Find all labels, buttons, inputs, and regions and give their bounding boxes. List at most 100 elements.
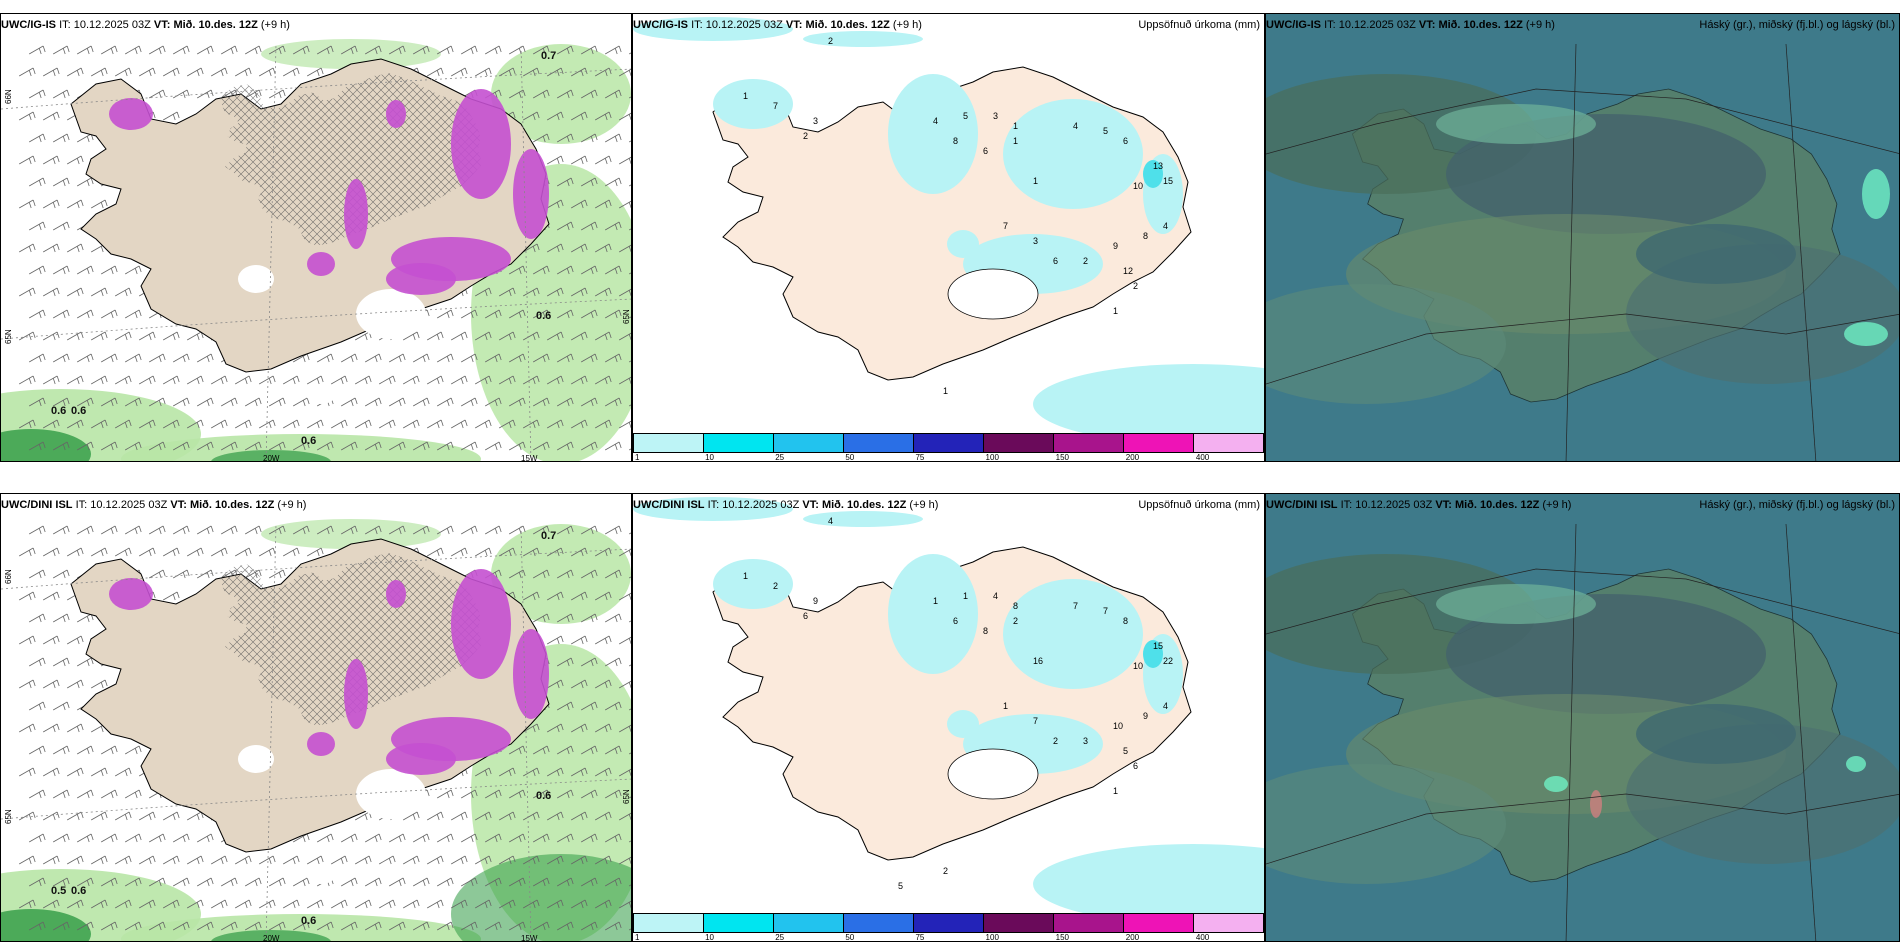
precip-value-label: 6: [983, 146, 988, 156]
colorbar-segment: [1124, 914, 1194, 932]
precip-value-label: 6: [1123, 136, 1128, 146]
wind-value-label: 0.6: [71, 885, 86, 897]
precip-value-label: 1: [1013, 136, 1018, 146]
colorbar-tick-label: 75: [915, 453, 925, 462]
glacier: [306, 864, 336, 884]
panel-title: UWC/IG-IS IT: 10.12.2025 03Z VT: Mið. 10…: [633, 19, 922, 31]
precip-area: [947, 710, 979, 738]
precip-area: [1003, 579, 1143, 689]
precip-value-label: 3: [993, 111, 998, 121]
wind-value-label: 0.7: [541, 50, 556, 62]
precip-area: [713, 559, 793, 609]
colorbar-segment: [774, 434, 844, 452]
colorbar-tick-label: 50: [845, 453, 855, 462]
cloud-layer: [1266, 764, 1506, 884]
precip-value-label: 1: [963, 591, 968, 601]
snow-area: [386, 100, 406, 128]
colorbar-segment: [844, 434, 914, 452]
colorbar-segment: [634, 914, 704, 932]
axis-label: 65N: [4, 809, 13, 824]
precip-area: [1143, 640, 1163, 668]
graticule: [1266, 43, 1899, 461]
wind-area: [491, 524, 631, 624]
precip-value-label: 4: [828, 516, 833, 526]
cloud-layer: [1266, 284, 1506, 404]
snow-area: [307, 732, 335, 756]
colorbar-tick-label: 200: [1125, 933, 1140, 942]
colorbar-segment: [984, 914, 1054, 932]
cloud-layer: [1590, 790, 1602, 818]
colorbar-segment: [1124, 434, 1194, 452]
colorbar-tick-label: 1: [635, 933, 640, 942]
precip-value-label: 6: [1053, 256, 1058, 266]
precip-value-label: 1: [1013, 121, 1018, 131]
colorbar-tick-label: 100: [985, 453, 999, 462]
precip-value-label: 9: [1143, 711, 1148, 721]
axis-label: 66N: [4, 89, 13, 104]
precip-value-label: 5: [963, 111, 968, 121]
precip-value-label: 9: [1113, 241, 1118, 251]
precip-area: [1033, 844, 1264, 924]
precip-value-label: 1: [743, 571, 748, 581]
precip-value-label: 4: [1163, 221, 1168, 231]
precip-value-label: 6: [1133, 761, 1138, 771]
glacier: [356, 769, 426, 819]
snow-area: [307, 252, 335, 276]
wind-area: [1, 429, 91, 461]
wind-value-label: 0.6: [301, 915, 316, 927]
precip-value-label: 9: [813, 596, 818, 606]
cloud-layer: [1636, 704, 1796, 764]
panel-title: UWC/IG-IS IT: 10.12.2025 03Z VT: Mið. 10…: [1, 19, 290, 31]
precip-value-label: 8: [1143, 231, 1148, 241]
precip-area: [803, 511, 923, 527]
precip-area: [888, 74, 978, 194]
colorbar-tick-label: 50: [845, 933, 855, 942]
cloud-layer: [1436, 104, 1596, 144]
snow-area: [386, 743, 456, 775]
precip-value-label: 6: [803, 611, 808, 621]
glacier: [947, 748, 1039, 800]
colorbar-tick-label: 200: [1125, 453, 1140, 462]
precip-value-label: 3: [813, 116, 818, 126]
cloud-layer: [1862, 169, 1890, 219]
snow-area: [386, 580, 406, 608]
colorbar-segment: [634, 434, 704, 452]
cloud-title: Háský (gr.), miðský (fj.bl.) og lágský (…: [1699, 19, 1895, 31]
precip-value-label: 1: [1003, 701, 1008, 711]
precip-value-label: 8: [1123, 616, 1128, 626]
precip-value-label: 5: [898, 881, 903, 891]
colorbar-segment: [704, 434, 774, 452]
colorbar-segment: [914, 434, 984, 452]
precip-colorbar-ticks: 1 10 25 50 75 100 150 200 400: [633, 933, 1264, 942]
precip-value-label: 8: [953, 136, 958, 146]
axis-label: 15W: [521, 934, 538, 942]
precip-value-label: 10: [1133, 181, 1143, 191]
precip-area: [633, 497, 793, 521]
precip-value-label: 15: [1153, 641, 1163, 651]
precip-value-label: 10: [1133, 661, 1143, 671]
precip-value-label: 2: [828, 36, 833, 46]
wind-value-label: 0.6: [51, 405, 66, 417]
precip-value-label: 2: [1133, 281, 1138, 291]
precip-area: [1003, 99, 1143, 209]
glacier: [947, 268, 1039, 320]
colorbar-segment: [1194, 914, 1263, 932]
precip-value-label: 1: [943, 386, 948, 396]
precip-value-label: 2: [803, 131, 808, 141]
colorbar-segment: [914, 914, 984, 932]
precip-value-label: 10: [1113, 721, 1123, 731]
snow-area: [451, 569, 511, 679]
precip-value-label: 5: [1103, 126, 1108, 136]
cloud-layer: [1846, 756, 1866, 772]
wind-value-label: 0.5: [51, 885, 66, 897]
panel-title: UWC/DINI ISL IT: 10.12.2025 03Z VT: Mið.…: [1, 499, 307, 511]
precip-value-label: 15: [1163, 176, 1173, 186]
colorbar-tick-label: 10: [705, 933, 715, 942]
graticule: [1, 43, 631, 461]
colorbar-tick-label: 400: [1195, 933, 1210, 942]
precip-area: [1033, 364, 1264, 444]
colorbar-tick-label: 400: [1195, 453, 1210, 462]
wind-area: [1, 909, 91, 941]
cloud-layer: [1436, 584, 1596, 624]
precip-colorbar: [633, 433, 1264, 453]
